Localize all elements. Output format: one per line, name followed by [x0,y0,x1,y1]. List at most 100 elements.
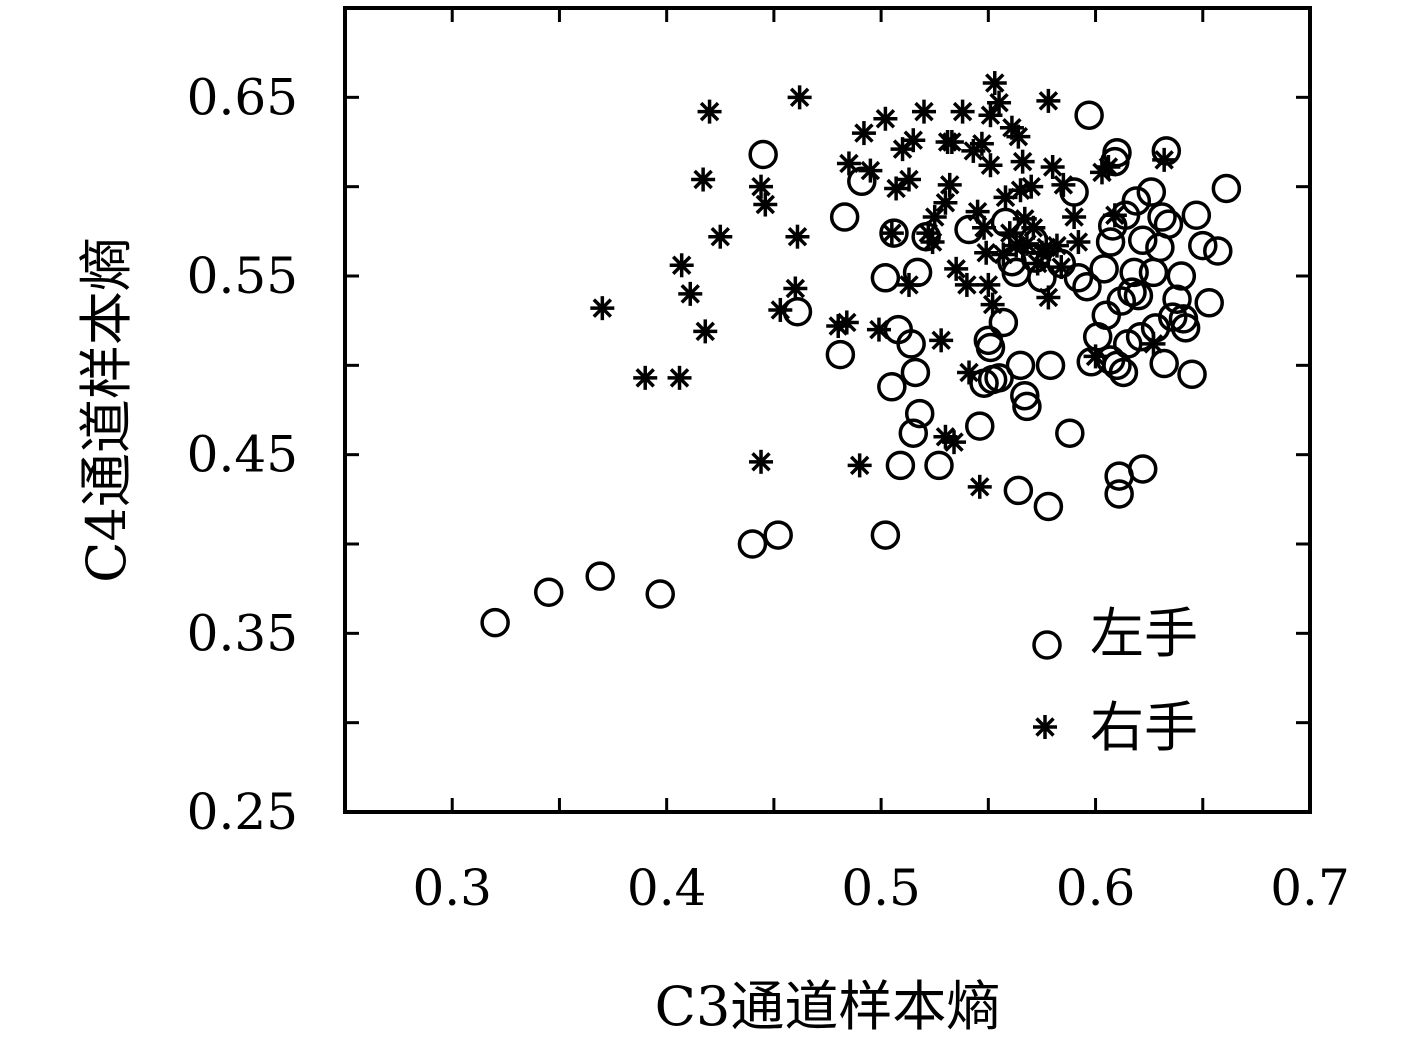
data-point-asterisk [929,328,954,353]
data-point-asterisk [922,205,947,230]
data-point-asterisk [590,296,615,321]
data-point-circle [1166,261,1197,291]
data-point-asterisk [691,167,716,192]
data-point-asterisk [1062,205,1087,230]
data-point-circle [1089,254,1119,284]
data-point-circle [1005,350,1036,381]
data-point-circle [480,607,510,638]
x-tick-label: 0.3 [412,859,492,917]
data-point-asterisk [978,103,1003,128]
legend-item-right-hand: 右手 [1033,696,1198,759]
data-point-asterisk [944,256,969,281]
data-point-circle [924,450,954,481]
data-point-circle [900,357,931,388]
data-point-asterisk [669,253,694,278]
data-point-asterisk [753,192,778,217]
data-point-circle [1104,479,1134,509]
series-right-hand [590,71,1177,499]
data-point-circle [1127,225,1158,256]
data-point-circle [896,329,926,359]
data-point-circle [904,398,935,429]
data-point-asterisk [1102,203,1127,228]
data-point-asterisk [785,224,810,249]
data-point-asterisk [972,215,997,240]
data-point-circle [645,579,675,609]
data-point-asterisk [858,158,883,183]
data-point-circle [1108,357,1139,388]
data-point-circle [1211,173,1242,204]
x-tick-label: 0.6 [1056,859,1136,917]
data-point-asterisk [912,99,936,124]
data-point-circle [1010,380,1040,411]
data-point-circle [825,339,856,370]
data-point-asterisk [873,106,898,131]
data-point-asterisk [678,281,703,306]
data-point-asterisk [957,360,982,385]
data-point-asterisk [1019,174,1044,199]
data-point-circle [885,450,916,481]
data-point-asterisk [991,242,1016,267]
data-point-circle [1121,186,1152,216]
plot-frame [343,6,1312,814]
y-tick-label: 0.55 [187,247,298,305]
data-point-circle [1012,391,1042,422]
legend-circle-symbol [1032,630,1062,660]
data-point-asterisk [633,365,658,390]
x-axis-title: C3通道样本熵 [655,975,1001,1038]
data-point-circle [737,529,768,559]
data-point-circle [1188,230,1218,261]
y-tick-label: 0.45 [187,426,298,484]
data-point-circle [1203,236,1233,266]
data-point-asterisk [982,71,1007,96]
data-point-asterisk [954,272,979,297]
data-point-asterisk [1049,255,1074,280]
data-point-circle [870,520,901,550]
data-point-asterisk [749,449,774,474]
data-points [480,71,1242,638]
data-point-circle [1055,418,1085,448]
data-point-circle [898,418,929,448]
data-point-circle [1033,491,1064,522]
data-point-asterisk [697,99,722,124]
legend: 左手 右手 [1032,602,1198,759]
x-tick-labels: 0.3 0.4 0.5 0.6 0.7 [412,859,1349,917]
data-point-asterisk [708,224,733,249]
data-point-circle [847,166,877,197]
data-point-asterisk [920,230,945,255]
legend-asterisk-symbol [1033,715,1057,739]
axis-ticks [345,8,1310,812]
data-point-asterisk [1044,233,1069,258]
data-point-asterisk [1083,344,1108,369]
data-point-asterisk [884,176,909,201]
data-point-asterisk [1066,230,1091,255]
data-point-circle [748,139,778,170]
data-point-asterisk [980,292,1005,317]
data-point-asterisk [1040,155,1065,180]
series-left-hand [480,100,1242,638]
data-point-asterisk [749,174,774,199]
data-point-asterisk [667,365,692,390]
data-point-asterisk [896,167,921,192]
data-point-asterisk [976,272,1001,297]
y-tick-labels: 0.25 0.35 0.45 0.55 0.65 [187,68,298,841]
data-point-circle [984,363,1014,393]
data-point-circle [1177,359,1207,390]
data-point-circle [1059,177,1089,207]
data-point-asterisk [987,90,1012,115]
legend-asterisk-marker [1033,715,1057,739]
data-point-circle [1194,288,1224,318]
data-point-circle [1136,177,1167,207]
data-point-asterisk [939,130,964,154]
data-point-asterisk [787,85,812,110]
data-point-circle [975,332,1006,363]
data-point-asterisk [942,430,967,455]
x-tick-label: 0.4 [627,859,707,917]
data-point-circle [1123,280,1154,311]
data-point-circle [1091,300,1122,331]
data-point-asterisk [1141,331,1166,356]
legend-label-right-hand: 右手 [1090,696,1198,759]
data-point-circle [988,307,1019,338]
data-point-circle [1149,348,1179,379]
data-point-asterisk [1021,215,1046,240]
data-point-asterisk [866,317,891,342]
